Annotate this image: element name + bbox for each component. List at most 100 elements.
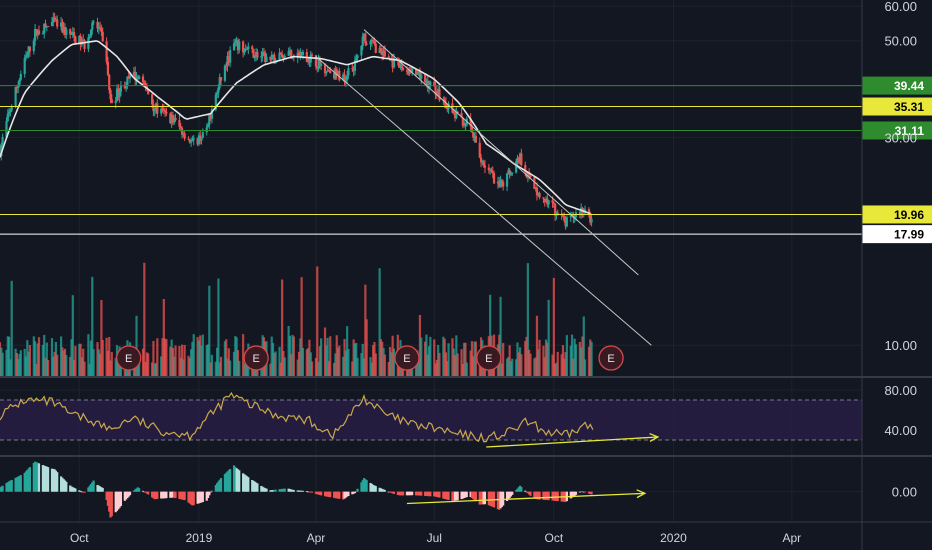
macd-bar-67 — [119, 491, 123, 506]
earnings-marker-3[interactable]: E — [476, 345, 502, 371]
candle-301 — [546, 194, 549, 208]
candle-296 — [537, 192, 540, 197]
macd-bar-71 — [127, 491, 130, 497]
macd-bar-317 — [574, 491, 578, 495]
macd-bar-100 — [180, 491, 184, 500]
macd-bar-215 — [390, 491, 393, 493]
macd-bar-17 — [28, 467, 32, 492]
candle-191 — [346, 70, 349, 84]
volume-bar-45 — [80, 357, 84, 376]
candle-100 — [180, 126, 184, 139]
macd-bar-111 — [200, 491, 203, 503]
earnings-marker-1[interactable]: E — [243, 345, 269, 371]
candle-72 — [128, 73, 132, 84]
macd-bar-219 — [398, 491, 401, 496]
candle-body-108 — [196, 138, 199, 145]
candle-204 — [370, 37, 373, 47]
channel-line-1 — [315, 56, 652, 346]
macd-bar-28 — [50, 468, 54, 492]
macd-bar-228 — [414, 491, 418, 496]
volume-bar-42 — [74, 345, 77, 376]
time-axis[interactable]: Oct 2019 Apr Jul Oct 2020 Apr — [70, 531, 801, 545]
candle-body-299 — [543, 198, 546, 202]
volume-bar-149 — [270, 336, 273, 376]
candle-body-11 — [18, 79, 21, 85]
candle-67 — [119, 81, 123, 97]
candle-body-293 — [533, 177, 536, 189]
candle-177 — [320, 60, 323, 71]
candle-body-229 — [416, 73, 419, 75]
volume-bar-52 — [92, 349, 95, 376]
volume-bar-161 — [291, 334, 294, 376]
macd-bar-47 — [83, 491, 86, 493]
volume-bar-291 — [528, 349, 531, 376]
level-label-0: 39.44 — [894, 79, 924, 93]
volume-bar-17 — [28, 345, 32, 376]
volume-bar-129 — [234, 336, 237, 376]
macd-bar-59 — [106, 491, 110, 506]
candle-73 — [132, 67, 136, 77]
macd-bar-7 — [10, 479, 13, 492]
macd-bar-214 — [388, 491, 392, 493]
macd-bar-161 — [291, 489, 294, 492]
macd-bar-183 — [333, 491, 336, 498]
candle-body-85 — [153, 110, 156, 112]
candle-189 — [343, 69, 346, 87]
macd-bar-33 — [60, 476, 63, 492]
candle-140 — [253, 55, 256, 62]
volume-bar-193 — [351, 361, 354, 376]
macd-bar-193 — [351, 491, 354, 495]
candle-body-125 — [226, 56, 229, 67]
candle-body-146 — [264, 53, 267, 63]
candle-47 — [83, 38, 86, 53]
volume-bar-215 — [390, 352, 393, 376]
candle-90 — [162, 104, 165, 115]
candle-body-304 — [552, 202, 555, 205]
candle-268 — [487, 163, 490, 174]
volume-bar-181 — [327, 361, 331, 376]
candle-body-88 — [160, 108, 163, 114]
candle-3 — [5, 117, 8, 138]
candle-149 — [270, 51, 273, 64]
candle-24 — [43, 23, 46, 39]
volume-bar-39 — [70, 339, 73, 376]
price-axis[interactable]: 60.00 50.00 30.00 10.00 80.00 40.00 0.00 — [884, 0, 917, 500]
candle-41 — [73, 27, 76, 42]
macd-bar-92 — [165, 491, 168, 499]
candle-body-126 — [227, 56, 230, 63]
earnings-marker-2[interactable]: E — [394, 345, 420, 371]
candle-111 — [200, 137, 203, 145]
candle-body-4 — [6, 113, 9, 122]
macd-bar-194 — [352, 491, 355, 494]
candle-195 — [353, 55, 357, 76]
earnings-marker-0[interactable]: E — [116, 345, 142, 371]
candle-body-263 — [478, 142, 481, 158]
macd-bar-251 — [455, 491, 458, 501]
macd-bar-85 — [153, 491, 156, 500]
candle-body-77 — [138, 76, 141, 80]
macd-bar-52 — [92, 480, 95, 492]
macd-bar-217 — [392, 491, 396, 494]
candle-322 — [583, 205, 587, 215]
candle-body-270 — [490, 169, 493, 172]
volume-bar-51 — [91, 276, 94, 376]
macd-bar-97 — [174, 491, 177, 499]
channel-line-0 — [363, 29, 639, 276]
macd-bar-265 — [481, 491, 484, 505]
volume-bar-276 — [500, 363, 503, 376]
macd-bar-30 — [53, 469, 56, 492]
candle-body-12 — [19, 74, 22, 80]
volume-bar-180 — [326, 337, 329, 376]
volume-bar-86 — [154, 363, 158, 376]
earnings-marker-4[interactable]: E — [598, 345, 624, 371]
volume-bar-241 — [437, 344, 440, 376]
volume-bar-14 — [24, 356, 28, 376]
volume-bar-189 — [343, 338, 346, 376]
candle-body-313 — [569, 214, 572, 218]
level-label-1: 35.31 — [894, 100, 924, 114]
volume-bar-18 — [32, 336, 35, 376]
macd-bar-307 — [556, 491, 559, 502]
candle-body-272 — [492, 173, 496, 184]
